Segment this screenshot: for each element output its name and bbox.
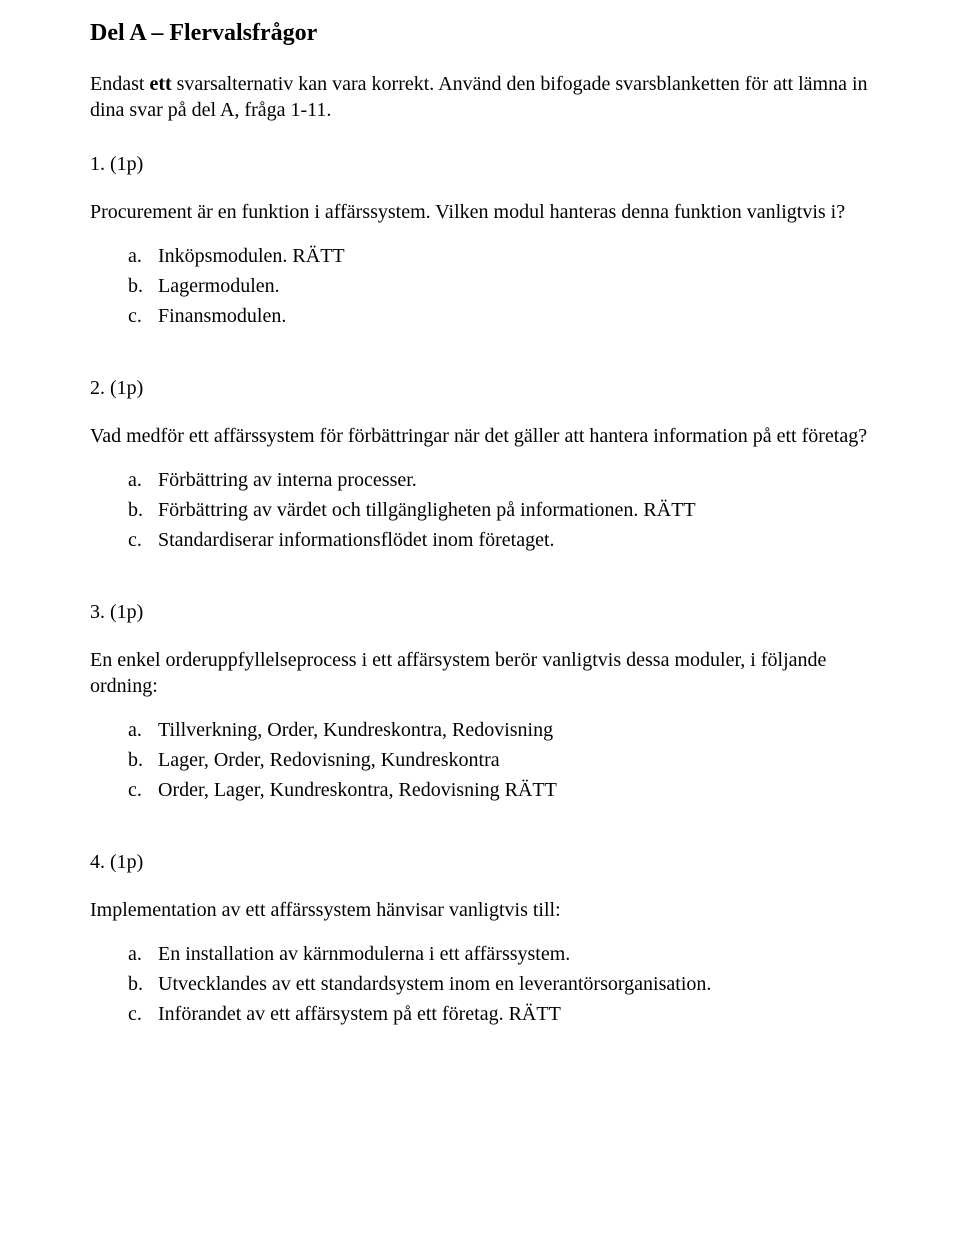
option-marker: b. xyxy=(128,971,158,997)
option-text: Utvecklandes av ett standardsystem inom … xyxy=(158,971,870,997)
option-text: Lager, Order, Redovisning, Kundreskontra xyxy=(158,747,870,773)
question-text: En enkel orderuppfyllelseprocess i ett a… xyxy=(90,647,870,699)
question-number: 3. (1p) xyxy=(90,599,870,625)
option-a: a. En installation av kärnmodulerna i et… xyxy=(128,941,870,967)
question-number: 4. (1p) xyxy=(90,849,870,875)
option-c: c. Införandet av ett affärsystem på ett … xyxy=(128,1001,870,1027)
option-marker: a. xyxy=(128,467,158,493)
question-text: Procurement är en funktion i affärssyste… xyxy=(90,199,870,225)
option-a: a. Tillverkning, Order, Kundreskontra, R… xyxy=(128,717,870,743)
option-text: Inköpsmodulen. RÄTT xyxy=(158,243,870,269)
options-list: a. Inköpsmodulen. RÄTT b. Lagermodulen. … xyxy=(128,243,870,329)
option-marker: c. xyxy=(128,527,158,553)
option-c: c. Order, Lager, Kundreskontra, Redovisn… xyxy=(128,777,870,803)
option-marker: b. xyxy=(128,747,158,773)
option-a: a. Inköpsmodulen. RÄTT xyxy=(128,243,870,269)
option-marker: b. xyxy=(128,497,158,523)
options-list: a. Förbättring av interna processer. b. … xyxy=(128,467,870,553)
question-number: 2. (1p) xyxy=(90,375,870,401)
option-marker: c. xyxy=(128,303,158,329)
option-b: b. Förbättring av värdet och tillgänglig… xyxy=(128,497,870,523)
intro-paragraph: Endast ett svarsalternativ kan vara korr… xyxy=(90,71,870,123)
option-b: b. Utvecklandes av ett standardsystem in… xyxy=(128,971,870,997)
question-3: 3. (1p) En enkel orderuppfyllelseprocess… xyxy=(90,599,870,803)
option-marker: c. xyxy=(128,1001,158,1027)
option-marker: c. xyxy=(128,777,158,803)
option-text: Order, Lager, Kundreskontra, Redovisning… xyxy=(158,777,870,803)
question-text: Vad medför ett affärssystem för förbättr… xyxy=(90,423,870,449)
question-4: 4. (1p) Implementation av ett affärssyst… xyxy=(90,849,870,1027)
option-b: b. Lagermodulen. xyxy=(128,273,870,299)
option-c: c. Standardiserar informationsflödet ino… xyxy=(128,527,870,553)
option-text: Förbättring av interna processer. xyxy=(158,467,870,493)
option-text: Finansmodulen. xyxy=(158,303,870,329)
option-text: Standardiserar informationsflödet inom f… xyxy=(158,527,870,553)
option-text: Tillverkning, Order, Kundreskontra, Redo… xyxy=(158,717,870,743)
option-marker: b. xyxy=(128,273,158,299)
option-marker: a. xyxy=(128,243,158,269)
intro-bold-word: ett xyxy=(149,73,171,95)
option-text: Införandet av ett affärsystem på ett för… xyxy=(158,1001,870,1027)
option-marker: a. xyxy=(128,941,158,967)
option-text: Förbättring av värdet och tillgänglighet… xyxy=(158,497,870,523)
question-2: 2. (1p) Vad medför ett affärssystem för … xyxy=(90,375,870,553)
options-list: a. En installation av kärnmodulerna i et… xyxy=(128,941,870,1027)
option-a: a. Förbättring av interna processer. xyxy=(128,467,870,493)
option-marker: a. xyxy=(128,717,158,743)
intro-suffix: svarsalternativ kan vara korrekt. Använd… xyxy=(90,73,868,121)
option-text: Lagermodulen. xyxy=(158,273,870,299)
option-text: En installation av kärnmodulerna i ett a… xyxy=(158,941,870,967)
question-text: Implementation av ett affärssystem hänvi… xyxy=(90,897,870,923)
options-list: a. Tillverkning, Order, Kundreskontra, R… xyxy=(128,717,870,803)
option-c: c. Finansmodulen. xyxy=(128,303,870,329)
intro-prefix: Endast xyxy=(90,73,149,95)
option-b: b. Lager, Order, Redovisning, Kundreskon… xyxy=(128,747,870,773)
question-1: 1. (1p) Procurement är en funktion i aff… xyxy=(90,151,870,329)
section-title: Del A – Flervalsfrågor xyxy=(90,18,870,49)
question-number: 1. (1p) xyxy=(90,151,870,177)
